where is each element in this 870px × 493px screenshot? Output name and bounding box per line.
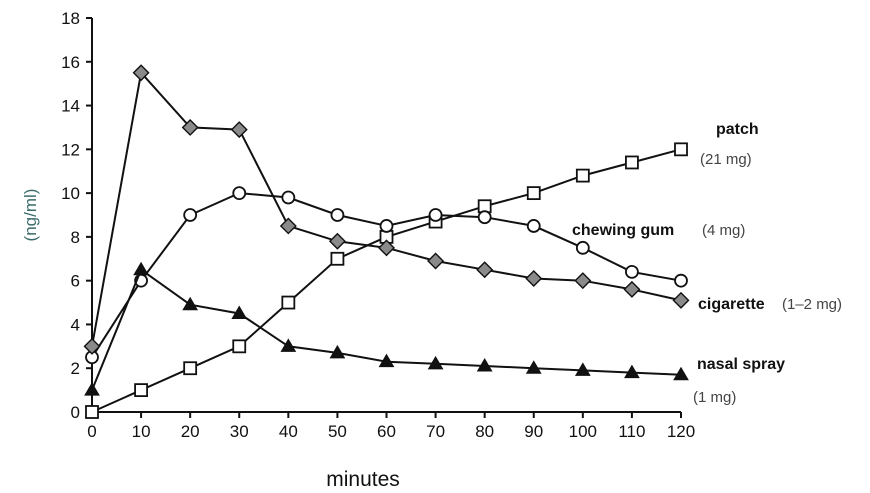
data-point-cigarette (328, 232, 346, 250)
y-tick-label: 6 (71, 272, 80, 291)
x-tick-label: 120 (667, 422, 695, 441)
data-point-chewing-gum (281, 190, 296, 205)
series-name-nasal-spray: nasal spray (697, 356, 785, 373)
data-point-patch (85, 405, 99, 419)
data-point-nasal-spray (133, 261, 149, 276)
x-tick-label: 40 (279, 422, 298, 441)
series-label-cigarette: cigarette (1–2 mg) (698, 296, 842, 313)
x-tick-label: 110 (618, 422, 645, 441)
data-point-patch (281, 295, 296, 310)
data-point-chewing-gum (428, 208, 443, 222)
data-point-chewing-gum (330, 208, 345, 222)
data-point-chewing-gum (674, 273, 688, 288)
data-point-patch (183, 361, 198, 376)
data-point-cigarette (378, 239, 395, 257)
y-tick-label: 8 (71, 228, 80, 247)
data-point-chewing-gum (575, 240, 590, 255)
series-label-chewing-gum: chewing gum (4 mg) (572, 222, 745, 239)
data-point-nasal-spray (476, 358, 493, 372)
series-chewing-gum (85, 186, 688, 365)
series-cigarette (83, 64, 690, 355)
x-ticks: 0 10 20 30 40 50 60 70 80 90 100 110 120 (87, 412, 695, 441)
data-point-patch (134, 383, 148, 398)
data-point-cigarette (132, 64, 150, 82)
y-tick-label: 0 (71, 403, 80, 422)
series-nasal-spray (84, 261, 689, 396)
series-name-chewing-gum: chewing gum (572, 222, 674, 239)
data-point-cigarette (427, 252, 445, 270)
data-point-cigarette (574, 272, 592, 290)
series-name-cigarette: cigarette (698, 296, 765, 313)
data-point-chewing-gum (625, 265, 639, 279)
data-point-cigarette (279, 217, 297, 235)
data-point-cigarette (181, 118, 199, 136)
data-point-chewing-gum (379, 219, 394, 233)
data-point-nasal-spray (84, 382, 100, 396)
x-tick-label: 90 (524, 422, 543, 441)
series-dose-patch: (21 mg) (700, 151, 752, 168)
data-point-nasal-spray (574, 362, 591, 376)
x-tick-label: 60 (377, 422, 396, 441)
data-point-chewing-gum (232, 186, 247, 201)
y-tick-label: 2 (71, 359, 80, 378)
data-point-cigarette (623, 280, 641, 298)
x-tick-label: 70 (426, 422, 445, 441)
y-tick-label: 12 (61, 140, 80, 159)
data-point-nasal-spray (427, 355, 444, 370)
data-point-nasal-spray (673, 366, 689, 381)
data-point-nasal-spray (231, 305, 248, 319)
x-tick-label: 50 (328, 422, 347, 441)
x-tick-label: 100 (569, 422, 597, 441)
y-tick-label: 10 (61, 184, 80, 203)
data-point-cigarette (672, 291, 690, 309)
data-point-patch (330, 251, 345, 266)
x-tick-label: 30 (230, 422, 249, 441)
y-axis-label: (ng/ml) (21, 189, 40, 242)
data-point-patch (575, 168, 590, 183)
data-point-cigarette (83, 337, 101, 355)
series-line-patch (91, 148, 682, 413)
x-tick-label: 10 (132, 422, 151, 441)
data-point-nasal-spray (329, 344, 346, 359)
data-point-nasal-spray (525, 360, 542, 374)
data-point-nasal-spray (624, 364, 640, 379)
y-ticks: 0 2 4 6 8 10 12 14 16 18 (61, 9, 92, 422)
data-point-chewing-gum (477, 210, 492, 225)
data-point-cigarette (525, 269, 543, 287)
series-line-cigarette (91, 70, 682, 347)
data-point-chewing-gum (526, 219, 541, 233)
x-tick-label: 80 (475, 422, 494, 441)
y-tick-label: 16 (61, 53, 80, 72)
x-tick-label: 20 (181, 422, 200, 441)
data-point-patch (526, 186, 541, 201)
data-point-patch (625, 155, 639, 170)
data-point-nasal-spray (378, 353, 395, 368)
series-name-patch: patch (716, 121, 759, 138)
series-group (83, 64, 690, 419)
series-dose-nasal-spray: (1 mg) (693, 389, 736, 406)
x-tick-label: 0 (87, 422, 96, 441)
data-point-cigarette (230, 121, 248, 139)
data-point-chewing-gum (183, 208, 198, 222)
data-point-patch (232, 339, 247, 354)
y-tick-label: 4 (71, 315, 80, 334)
y-tick-label: 18 (61, 9, 80, 28)
data-point-cigarette (476, 261, 494, 279)
data-point-nasal-spray (280, 338, 297, 352)
axes (91, 18, 681, 413)
series-patch (85, 142, 688, 419)
y-tick-label: 14 (61, 97, 80, 116)
series-dose-chewing-gum: (4 mg) (702, 222, 745, 239)
series-label-nasal-spray: nasal spray (1 mg) (693, 356, 785, 406)
series-label-patch: patch (21 mg) (700, 121, 759, 168)
data-point-patch (674, 142, 688, 157)
series-line-chewing-gum (91, 192, 682, 358)
data-point-nasal-spray (182, 296, 199, 311)
x-axis-label: minutes (326, 468, 400, 491)
series-dose-cigarette: (1–2 mg) (782, 296, 842, 313)
